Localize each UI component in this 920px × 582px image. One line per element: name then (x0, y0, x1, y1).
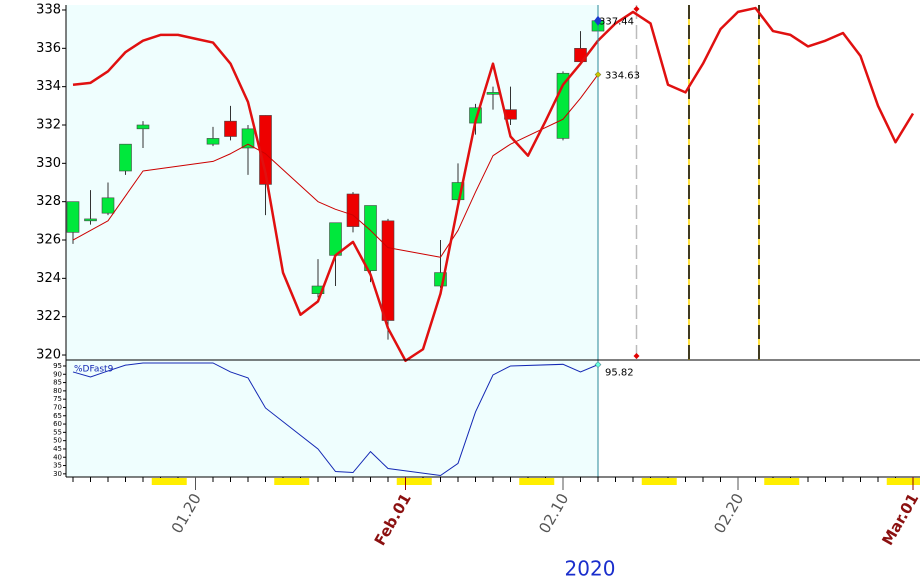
y-tick-label: 324 (36, 271, 61, 286)
y-tick-label: 35 (53, 462, 62, 470)
candle-body (119, 143, 132, 172)
candle-body (364, 205, 377, 271)
weekend-block (886, 478, 920, 485)
cursor-dot (594, 361, 602, 368)
weekend-block (641, 478, 677, 485)
x-tick-label: Feb.01 (371, 490, 415, 548)
weekend-block (764, 478, 800, 485)
legend-label: %DFast9 (74, 365, 114, 375)
y-tick-label: 30 (53, 470, 62, 478)
weekend-block (396, 478, 432, 485)
candle-body (224, 120, 237, 137)
y-tick-label: 95 (53, 362, 62, 370)
y-tick-label: 50 (53, 437, 62, 445)
candle-body (311, 285, 325, 294)
y-tick-label: 326 (36, 233, 61, 248)
candle-body (84, 218, 97, 222)
candle-body (486, 92, 500, 95)
weekend-block (151, 478, 187, 485)
marker-end (633, 353, 640, 359)
cursor-value: 337.44 (599, 17, 634, 28)
cursor-value: 95.82 (605, 368, 634, 379)
oscillator-line (72, 362, 599, 477)
candle-body (136, 124, 150, 130)
y-tick-label: 336 (36, 41, 61, 56)
x-tick-label: Mar.01 (878, 490, 920, 548)
y-tick-label: 80 (53, 387, 62, 395)
candle-body (66, 201, 80, 233)
y-tick-label: 332 (36, 117, 61, 132)
candle-body (241, 128, 255, 149)
weekend-block (519, 478, 555, 485)
y-tick-label: 334 (36, 79, 61, 94)
marker-end (633, 6, 640, 12)
candle-body (346, 193, 360, 227)
overlay-line (72, 6, 915, 363)
y-tick-label: 322 (36, 309, 61, 324)
x-tick-label: 01.20 (168, 490, 205, 536)
cursor-value: 334.63 (605, 71, 640, 82)
cursor-dot (594, 71, 602, 78)
candle-body (101, 197, 115, 214)
y-tick-label: 330 (36, 156, 61, 171)
candle-body (206, 138, 220, 145)
x-axis-title: 2020 (565, 557, 616, 581)
x-tick-label: 02.10 (535, 490, 572, 536)
candle-body (329, 222, 342, 256)
y-tick-label: 75 (53, 395, 62, 403)
y-tick-label: 320 (36, 348, 61, 363)
candle-body (381, 220, 395, 321)
y-tick-label: 70 (53, 403, 62, 411)
y-tick-label: 45 (53, 445, 62, 453)
cursor-dot (594, 15, 602, 26)
y-tick-label: 55 (53, 428, 62, 436)
y-tick-label: 65 (53, 412, 62, 420)
y-tick-label: 338 (36, 2, 61, 17)
y-tick-label: 90 (53, 370, 62, 378)
weekend-block (274, 478, 310, 485)
y-tick-label: 40 (53, 453, 62, 461)
y-tick-label: 328 (36, 194, 61, 209)
overlay-line (72, 74, 599, 258)
y-tick-label: 85 (53, 379, 62, 387)
x-tick-label: 02.20 (710, 490, 747, 536)
y-tick-label: 60 (53, 420, 62, 428)
